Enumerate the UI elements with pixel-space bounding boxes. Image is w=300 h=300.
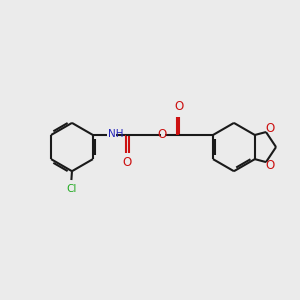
Text: Cl: Cl: [66, 184, 76, 194]
Text: O: O: [174, 100, 184, 113]
Text: O: O: [122, 157, 132, 169]
Text: O: O: [157, 128, 167, 141]
Text: NH: NH: [108, 129, 124, 140]
Text: O: O: [266, 159, 275, 172]
Text: O: O: [266, 122, 275, 135]
